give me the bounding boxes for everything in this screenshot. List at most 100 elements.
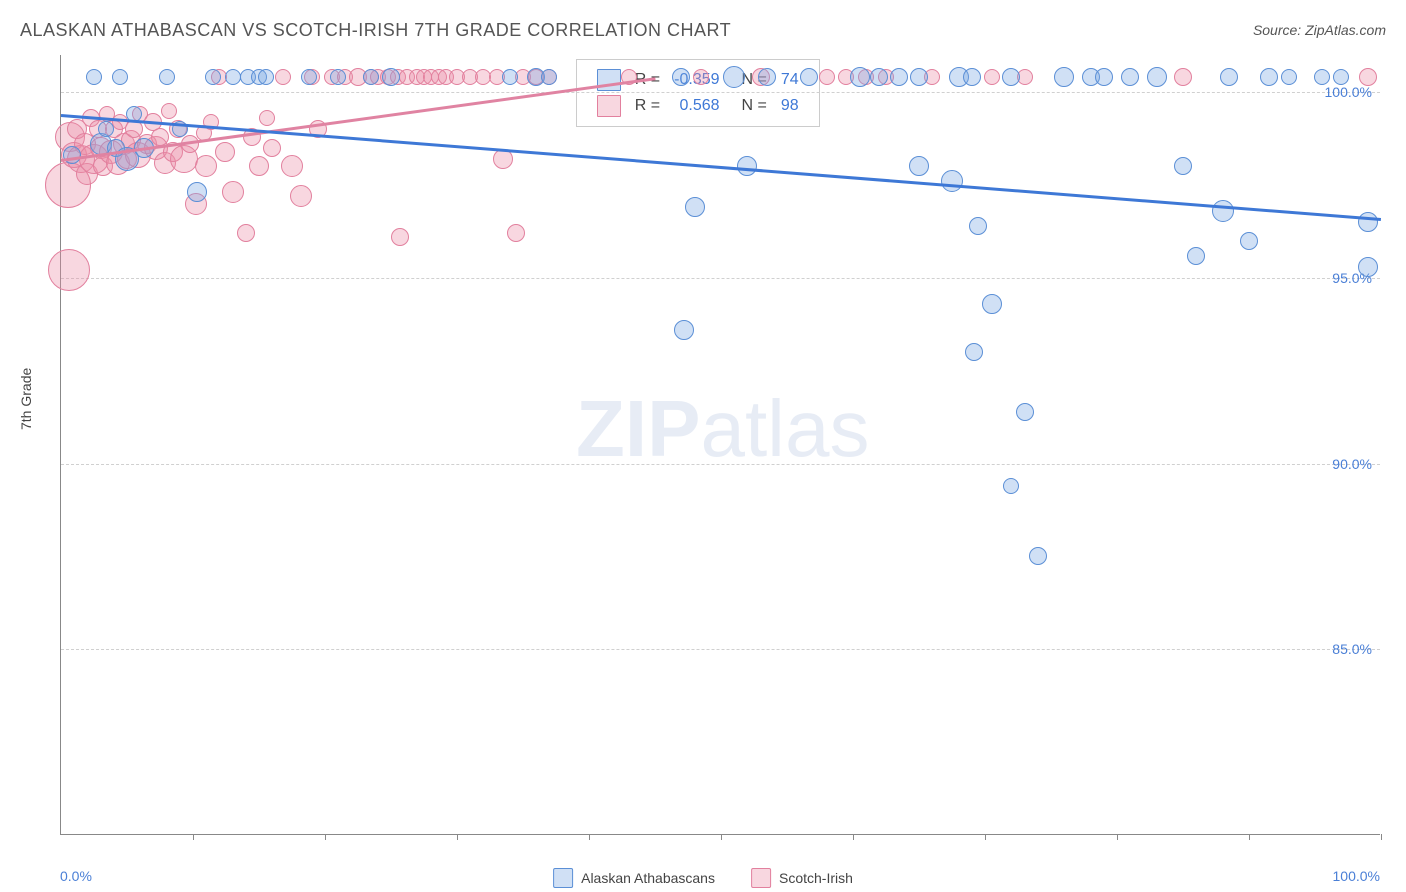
source-label: Source: ZipAtlas.com bbox=[1253, 22, 1386, 38]
point-scotch-irish bbox=[249, 156, 269, 176]
point-alaskan-athabascan bbox=[1358, 257, 1378, 277]
point-alaskan-athabascan bbox=[672, 68, 690, 86]
point-scotch-irish bbox=[161, 103, 177, 119]
point-alaskan-athabascan bbox=[941, 170, 963, 192]
gridline bbox=[61, 278, 1380, 279]
point-alaskan-athabascan bbox=[63, 146, 81, 164]
point-alaskan-athabascan bbox=[187, 182, 207, 202]
point-scotch-irish bbox=[275, 69, 291, 85]
watermark: ZIPatlas bbox=[576, 383, 869, 475]
point-alaskan-athabascan bbox=[1333, 69, 1349, 85]
point-alaskan-athabascan bbox=[1314, 69, 1330, 85]
legend-label-b: Scotch-Irish bbox=[779, 870, 853, 886]
point-alaskan-athabascan bbox=[1281, 69, 1297, 85]
gridline bbox=[61, 92, 1380, 93]
point-alaskan-athabascan bbox=[1029, 547, 1047, 565]
point-scotch-irish bbox=[237, 224, 255, 242]
point-alaskan-athabascan bbox=[363, 69, 379, 85]
point-alaskan-athabascan bbox=[205, 69, 221, 85]
x-tick bbox=[721, 834, 722, 840]
point-alaskan-athabascan bbox=[1147, 67, 1167, 87]
point-alaskan-athabascan bbox=[1121, 68, 1139, 86]
x-tick bbox=[1249, 834, 1250, 840]
x-label-left: 0.0% bbox=[60, 868, 92, 884]
point-alaskan-athabascan bbox=[965, 343, 983, 361]
point-alaskan-athabascan bbox=[1174, 157, 1192, 175]
point-alaskan-athabascan bbox=[1095, 68, 1113, 86]
gridline bbox=[61, 464, 1380, 465]
point-alaskan-athabascan bbox=[910, 68, 928, 86]
point-alaskan-athabascan bbox=[301, 69, 317, 85]
point-scotch-irish bbox=[263, 139, 281, 157]
legend-label-a: Alaskan Athabascans bbox=[581, 870, 715, 886]
point-alaskan-athabascan bbox=[159, 69, 175, 85]
point-scotch-irish bbox=[984, 69, 1000, 85]
legend-item-a: Alaskan Athabascans bbox=[553, 868, 715, 888]
x-tick bbox=[325, 834, 326, 840]
point-alaskan-athabascan bbox=[1358, 212, 1378, 232]
point-alaskan-athabascan bbox=[737, 156, 757, 176]
point-scotch-irish bbox=[222, 181, 244, 203]
x-tick bbox=[853, 834, 854, 840]
point-alaskan-athabascan bbox=[98, 121, 114, 137]
point-alaskan-athabascan bbox=[1212, 200, 1234, 222]
chart-container: ALASKAN ATHABASCAN VS SCOTCH-IRISH 7TH G… bbox=[0, 0, 1406, 892]
point-alaskan-athabascan bbox=[909, 156, 929, 176]
legend-swatch-b bbox=[751, 868, 771, 888]
x-tick bbox=[193, 834, 194, 840]
point-alaskan-athabascan bbox=[685, 197, 705, 217]
point-scotch-irish bbox=[48, 249, 90, 291]
point-scotch-irish bbox=[290, 185, 312, 207]
plot-area: ZIPatlas R =-0.359N =74R =0.568N =98 85.… bbox=[60, 55, 1380, 835]
point-scotch-irish bbox=[391, 228, 409, 246]
legend-item-b: Scotch-Irish bbox=[751, 868, 853, 888]
x-label-right: 100.0% bbox=[1333, 868, 1380, 884]
chart-title: ALASKAN ATHABASCAN VS SCOTCH-IRISH 7TH G… bbox=[20, 20, 731, 41]
y-tick-label: 100.0% bbox=[1325, 84, 1372, 100]
legend-swatch-a bbox=[553, 868, 573, 888]
point-alaskan-athabascan bbox=[1002, 68, 1020, 86]
point-scotch-irish bbox=[195, 155, 217, 177]
point-scotch-irish bbox=[281, 155, 303, 177]
point-alaskan-athabascan bbox=[969, 217, 987, 235]
point-scotch-irish bbox=[693, 69, 709, 85]
point-scotch-irish bbox=[1359, 68, 1377, 86]
point-alaskan-athabascan bbox=[1003, 478, 1019, 494]
point-alaskan-athabascan bbox=[502, 69, 518, 85]
point-alaskan-athabascan bbox=[541, 69, 557, 85]
point-alaskan-athabascan bbox=[225, 69, 241, 85]
point-alaskan-athabascan bbox=[112, 69, 128, 85]
point-alaskan-athabascan bbox=[258, 69, 274, 85]
point-alaskan-athabascan bbox=[890, 68, 908, 86]
x-tick bbox=[589, 834, 590, 840]
point-alaskan-athabascan bbox=[800, 68, 818, 86]
y-tick-label: 90.0% bbox=[1332, 456, 1372, 472]
point-alaskan-athabascan bbox=[870, 68, 888, 86]
point-alaskan-athabascan bbox=[1054, 67, 1074, 87]
point-alaskan-athabascan bbox=[723, 66, 745, 88]
point-scotch-irish bbox=[215, 142, 235, 162]
point-alaskan-athabascan bbox=[674, 320, 694, 340]
point-alaskan-athabascan bbox=[850, 67, 870, 87]
point-alaskan-athabascan bbox=[382, 68, 400, 86]
point-alaskan-athabascan bbox=[1016, 403, 1034, 421]
x-tick bbox=[457, 834, 458, 840]
legend-bottom: Alaskan Athabascans Scotch-Irish bbox=[553, 868, 853, 888]
y-tick-label: 85.0% bbox=[1332, 641, 1372, 657]
point-alaskan-athabascan bbox=[1187, 247, 1205, 265]
point-alaskan-athabascan bbox=[86, 69, 102, 85]
point-alaskan-athabascan bbox=[963, 68, 981, 86]
point-alaskan-athabascan bbox=[982, 294, 1002, 314]
x-tick bbox=[1381, 834, 1382, 840]
point-alaskan-athabascan bbox=[758, 68, 776, 86]
point-alaskan-athabascan bbox=[1260, 68, 1278, 86]
point-scotch-irish bbox=[819, 69, 835, 85]
gridline bbox=[61, 649, 1380, 650]
point-scotch-irish bbox=[259, 110, 275, 126]
y-axis-label: 7th Grade bbox=[18, 368, 34, 430]
point-alaskan-athabascan bbox=[1220, 68, 1238, 86]
x-tick bbox=[1117, 834, 1118, 840]
x-tick bbox=[985, 834, 986, 840]
point-alaskan-athabascan bbox=[330, 69, 346, 85]
point-scotch-irish bbox=[507, 224, 525, 242]
